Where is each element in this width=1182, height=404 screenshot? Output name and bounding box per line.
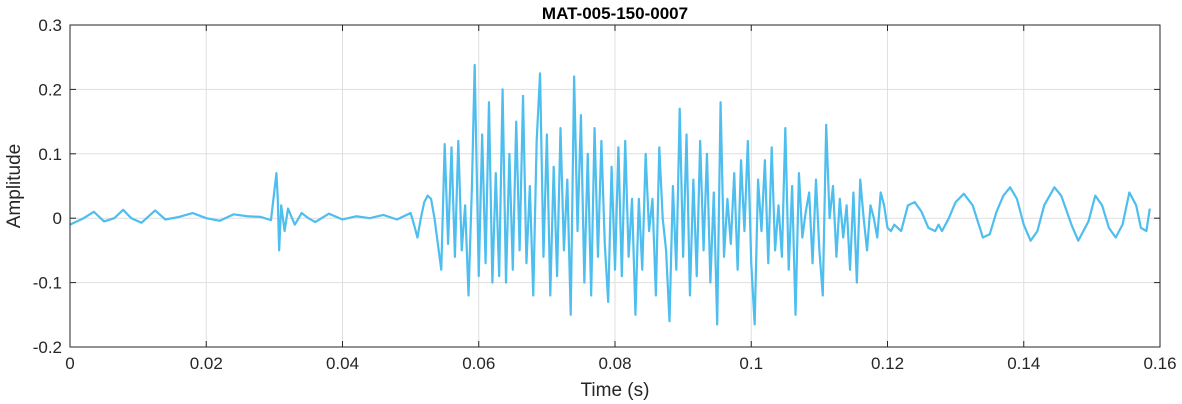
series-group [69,63,1151,326]
x-axis-ticks: 0 0.02 0.04 0.06 0.08 0.1 0.12 0.14 0.16 [65,25,1177,373]
series-line [69,63,1151,326]
x-tick-label: 0.02 [190,354,223,373]
x-tick-label: 0.04 [326,354,359,373]
x-tick-label: 0.08 [598,354,631,373]
y-tick-label: -0.2 [33,338,62,357]
y-tick-label: 0.2 [38,80,62,99]
y-tick-label: -0.1 [33,274,62,293]
x-tick-label: 0.14 [1007,354,1040,373]
y-tick-label: 0 [53,209,62,228]
x-tick-label: 0.1 [739,354,763,373]
chart-title: MAT-005-150-0007 [542,4,688,23]
x-axis-label: Time (s) [581,380,650,401]
y-tick-label: 0.3 [38,16,62,35]
x-tick-label: 0.16 [1143,354,1176,373]
grid-lines [69,24,1161,348]
y-axis-label: Amplitude [4,144,25,229]
x-tick-label: 0.12 [871,354,904,373]
y-tick-label: 0.1 [38,145,62,164]
y-axis-ticks: -0.2 -0.1 0 0.1 0.2 0.3 [33,16,1160,357]
x-tick-label: 0.06 [462,354,495,373]
x-tick-label: 0 [65,354,74,373]
